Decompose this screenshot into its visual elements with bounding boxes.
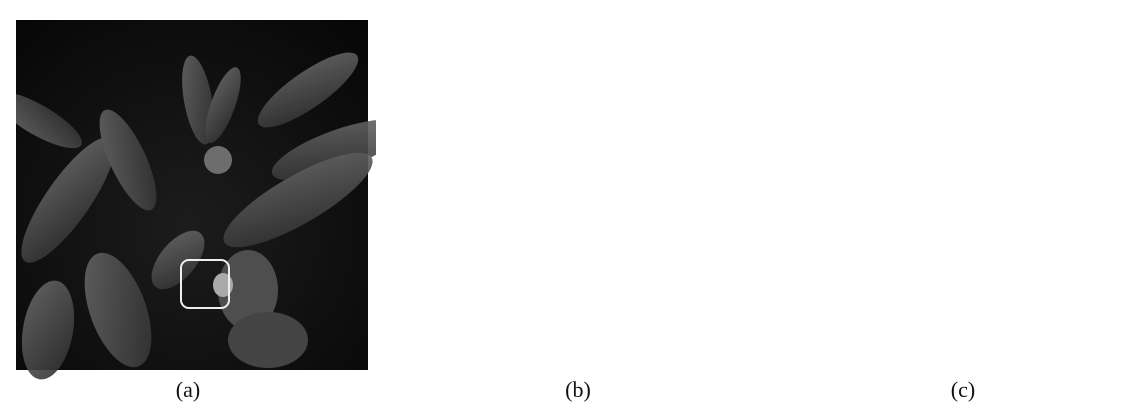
- figure: (a) (b) (c): [0, 0, 1136, 406]
- image-panel: (a): [0, 10, 411, 402]
- caption: (b): [565, 377, 591, 402]
- caption: (a): [176, 377, 200, 402]
- photo: [762, 10, 1136, 384]
- page: (a)(b)(c) (() => { const data = JSON.par…: [0, 0, 1136, 406]
- caption: (c): [951, 377, 975, 402]
- photo: [377, 10, 800, 384]
- photo: [0, 10, 411, 384]
- image-panel: (c): [762, 10, 1136, 402]
- image-panel: (b): [377, 10, 800, 402]
